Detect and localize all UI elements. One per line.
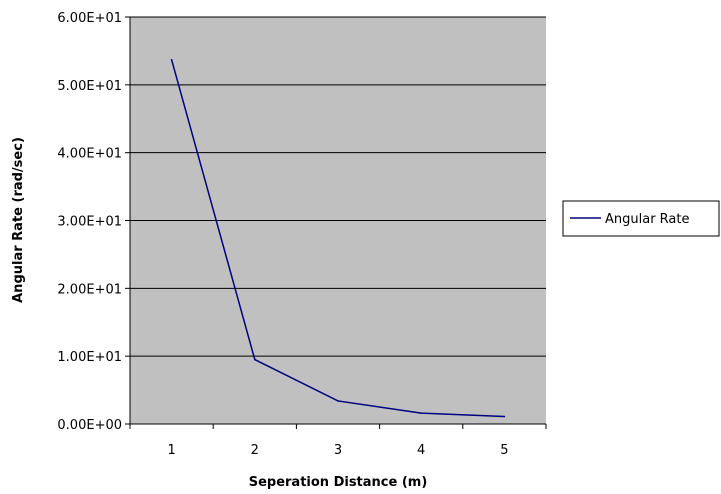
y-tick-label: 2.00E+01 — [57, 282, 122, 297]
series — [170, 58, 506, 418]
x-tick-label: 5 — [500, 443, 508, 458]
y-ticks: 0.00E+00 1.00E+01 2.00E+01 3.00E+01 4.00E+01… — [57, 11, 130, 433]
x-tick-label: 3 — [334, 443, 342, 458]
x-ticks: 1 2 3 4 5 — [129, 424, 547, 458]
y-axis-title: Angular Rate (rad/sec) — [11, 137, 26, 303]
y-tick-label: 0.00E+00 — [57, 418, 122, 433]
y-tick-label: 4.00E+01 — [57, 147, 122, 162]
x-tick-label: 1 — [167, 443, 175, 458]
data-point — [254, 358, 256, 361]
y-tick-label: 6.00E+01 — [57, 11, 122, 26]
x-tick-label: 2 — [251, 443, 259, 458]
y-tick-label: 1.00E+01 — [57, 350, 122, 365]
x-axis-title: Seperation Distance (m) — [249, 475, 428, 490]
data-point — [420, 412, 423, 414]
y-tick-label: 5.00E+01 — [57, 79, 122, 94]
legend-label-angular-rate: Angular Rate — [605, 212, 690, 227]
legend: Angular Rate — [562, 200, 720, 237]
data-point — [337, 400, 339, 402]
y-tick-label: 3.00E+01 — [57, 215, 122, 230]
gridlines — [130, 16, 546, 357]
data-point — [503, 415, 506, 418]
data-point — [170, 58, 173, 61]
x-tick-label: 4 — [417, 443, 425, 458]
